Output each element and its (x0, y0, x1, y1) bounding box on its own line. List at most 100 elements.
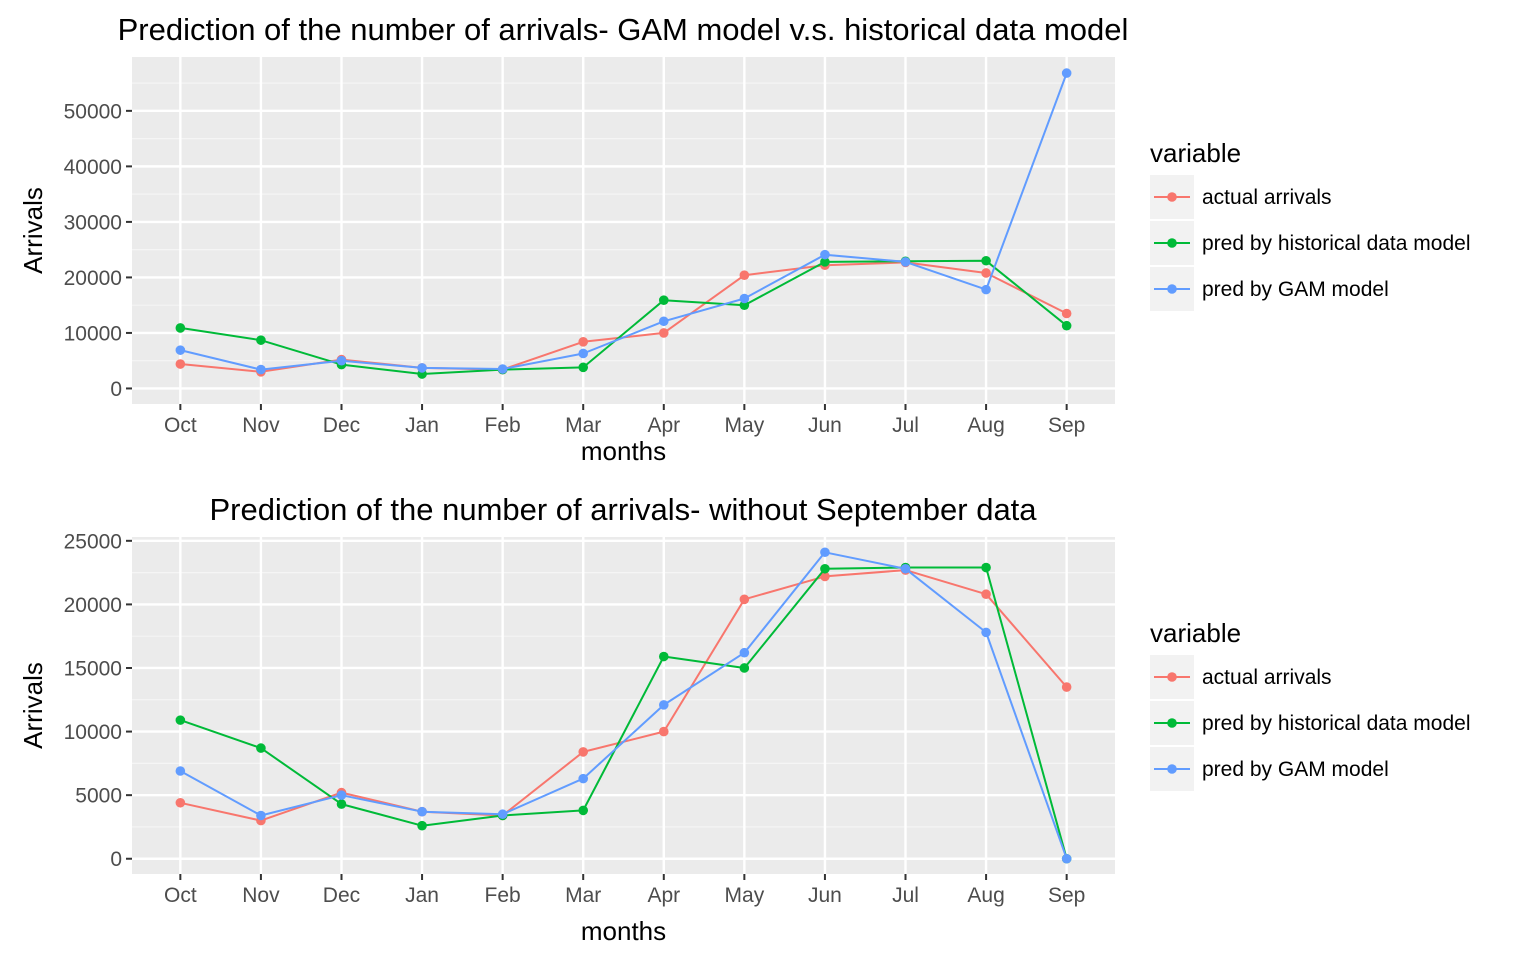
chart1-title: Prediction of the number of arrivals- GA… (118, 12, 1129, 47)
chart2-series-2-point-1 (256, 810, 266, 821)
chart1-xtick-label-5: Mar (565, 414, 601, 437)
chart2-xtick-label-0: Oct (164, 884, 197, 907)
chart2-series-0-point-5 (578, 747, 589, 757)
chart2-xtick-label-6: Apr (647, 884, 680, 907)
chart1-series-2-point-6 (658, 316, 669, 327)
chart1-series-2-line (180, 72, 1068, 371)
chart1-xtick-label-4: Feb (485, 414, 521, 437)
chart2-legend-key-point-2 (1167, 764, 1177, 774)
chart1-series-0-point-0 (175, 359, 186, 369)
chart2-xtick-label-9: Jul (892, 884, 919, 907)
chart1-series-2-point-3 (417, 363, 427, 373)
chart2-legend-key-point-1 (1167, 718, 1177, 728)
chart2-panel-background (132, 537, 1115, 874)
chart2-ytick-label-3: 15000 (64, 657, 122, 680)
chart1-series-2-point-5 (578, 348, 589, 359)
chart2-xtick-label-3: Jan (405, 884, 439, 907)
chart1-legend-key-point-0 (1167, 192, 1177, 202)
chart2-series-2-point-10 (981, 627, 991, 638)
chart2-series-2-point-11 (1061, 853, 1072, 864)
chart1-series-1-line (180, 259, 1068, 375)
chart2-ytick-label-4: 20000 (64, 594, 122, 617)
chart1-xtick-label-1: Nov (242, 414, 280, 437)
chart2-xtick-label-11: Sep (1048, 884, 1085, 907)
chart2-series-2-point-0 (175, 766, 186, 776)
chart1-ytick-label-2: 20000 (64, 267, 122, 290)
chart2-ylabel: Arrivals (18, 662, 48, 749)
chart2-xtick-label-4: Feb (485, 884, 521, 907)
chart2-ytick-label-5: 25000 (64, 530, 122, 553)
chart1-series-2-point-10 (981, 284, 991, 295)
chart1-series-0-point-7 (739, 270, 750, 280)
chart1-ytick-label-3: 30000 (64, 211, 122, 234)
chart1-legend-label-0: actual arrivals (1202, 186, 1332, 209)
chart1-series-1-point-1 (256, 335, 266, 345)
chart1-series-1-point-7 (739, 300, 750, 310)
chart1-series-0-point-6 (658, 328, 669, 338)
chart1-panel-background (132, 57, 1115, 404)
chart1-xtick-label-10: Aug (967, 414, 1004, 437)
chart2-series-0-point-10 (981, 589, 991, 600)
chart1-series-2-point-9 (900, 257, 911, 267)
chart2-ytick-label-2: 10000 (64, 721, 122, 744)
chart2-series-2-point-3 (417, 806, 427, 817)
chart2-title: Prediction of the number of arrivals- wi… (209, 492, 1037, 527)
chart1-series-1-point-0 (175, 323, 186, 333)
chart2-xtick-label-10: Aug (967, 884, 1004, 907)
chart2-series-1-point-7 (739, 663, 750, 673)
chart1-series-0-point-5 (578, 337, 589, 347)
chart2-xtick-label-7: May (725, 884, 765, 907)
chart2-series-0-point-6 (658, 726, 669, 737)
chart1-series-2-point-0 (175, 345, 186, 355)
chart2-series-2-point-4 (497, 809, 508, 820)
chart1-series-1-point-10 (981, 255, 991, 266)
chart2-series-1-line (179, 566, 1068, 859)
chart1-legend-key-point-1 (1167, 238, 1177, 248)
chart1-series-2-point-11 (1061, 68, 1072, 78)
chart1-series-2-point-8 (820, 249, 830, 260)
chart1-xtick-label-7: May (725, 414, 765, 437)
chart1-legend-title: variable (1150, 138, 1241, 168)
chart2-series-1-point-1 (256, 743, 266, 753)
chart2-series-2-point-5 (578, 773, 589, 784)
chart1-ytick-label-0: 0 (110, 378, 122, 401)
chart2-series-2-point-9 (900, 563, 911, 574)
chart1-xtick-label-3: Jan (405, 414, 439, 437)
chart2-legend-label-2: pred by GAM model (1202, 758, 1389, 781)
chart1-xtick-label-2: Dec (323, 414, 360, 437)
chart1-series-2-point-4 (497, 364, 508, 374)
chart2-xtick-label-5: Mar (565, 884, 601, 907)
chart2-series-0-point-0 (175, 797, 186, 808)
chart2-series-1-point-10 (981, 562, 991, 573)
chart2-xtick-label-2: Dec (323, 884, 360, 907)
chart1-ylabel: Arrivals (18, 187, 48, 274)
chart2-series-2-point-2 (336, 790, 347, 800)
chart1-series-1-point-6 (658, 295, 669, 305)
chart2-series-1-point-3 (417, 820, 427, 831)
chart2-series-2-line (179, 551, 1068, 860)
chart2-series-1-point-6 (658, 651, 669, 662)
chart2-legend-label-1: pred by historical data model (1202, 712, 1470, 735)
chart2-series-1-point-8 (820, 563, 830, 574)
chart2-series-0-point-7 (739, 594, 750, 605)
chart2-series-2-point-8 (820, 547, 830, 558)
chart1-legend-key-point-2 (1167, 284, 1177, 294)
chart2-legend-label-0: actual arrivals (1202, 666, 1332, 689)
chart1-series-2-point-2 (336, 355, 347, 366)
chart1-xtick-label-8: Jun (808, 414, 842, 437)
chart2-series-0-point-11 (1061, 682, 1072, 692)
chart2-series-1-point-0 (175, 715, 186, 725)
chart1-legend-label-1: pred by historical data model (1202, 232, 1470, 255)
chart2-xtick-label-8: Jun (808, 884, 842, 907)
chart1-xtick-label-6: Apr (647, 414, 680, 437)
chart1-series-1-point-8 (820, 257, 830, 267)
chart2-legend-title: variable (1150, 618, 1241, 648)
chart1-ytick-label-1: 10000 (64, 322, 122, 345)
chart1-series-1-point-11 (1061, 320, 1072, 331)
chart1-series-2-point-7 (739, 293, 750, 304)
chart2-xtick-label-1: Nov (242, 884, 280, 907)
chart2-legend-key-point-0 (1167, 672, 1177, 682)
chart2-series-1-point-2 (336, 799, 347, 809)
chart1-xtick-label-0: Oct (164, 414, 197, 437)
